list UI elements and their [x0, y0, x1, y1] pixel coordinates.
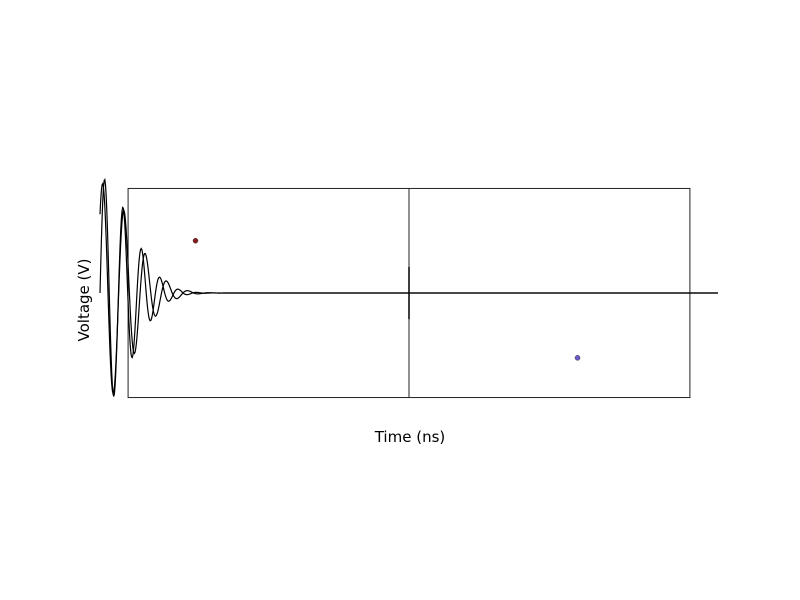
plot-area: [99, 178, 718, 399]
y-axis-label: Voltage (V): [75, 259, 93, 342]
data-point-1: [192, 237, 199, 244]
data-point-2: [574, 355, 581, 361]
x-axis-label: Time (ns): [374, 428, 446, 446]
